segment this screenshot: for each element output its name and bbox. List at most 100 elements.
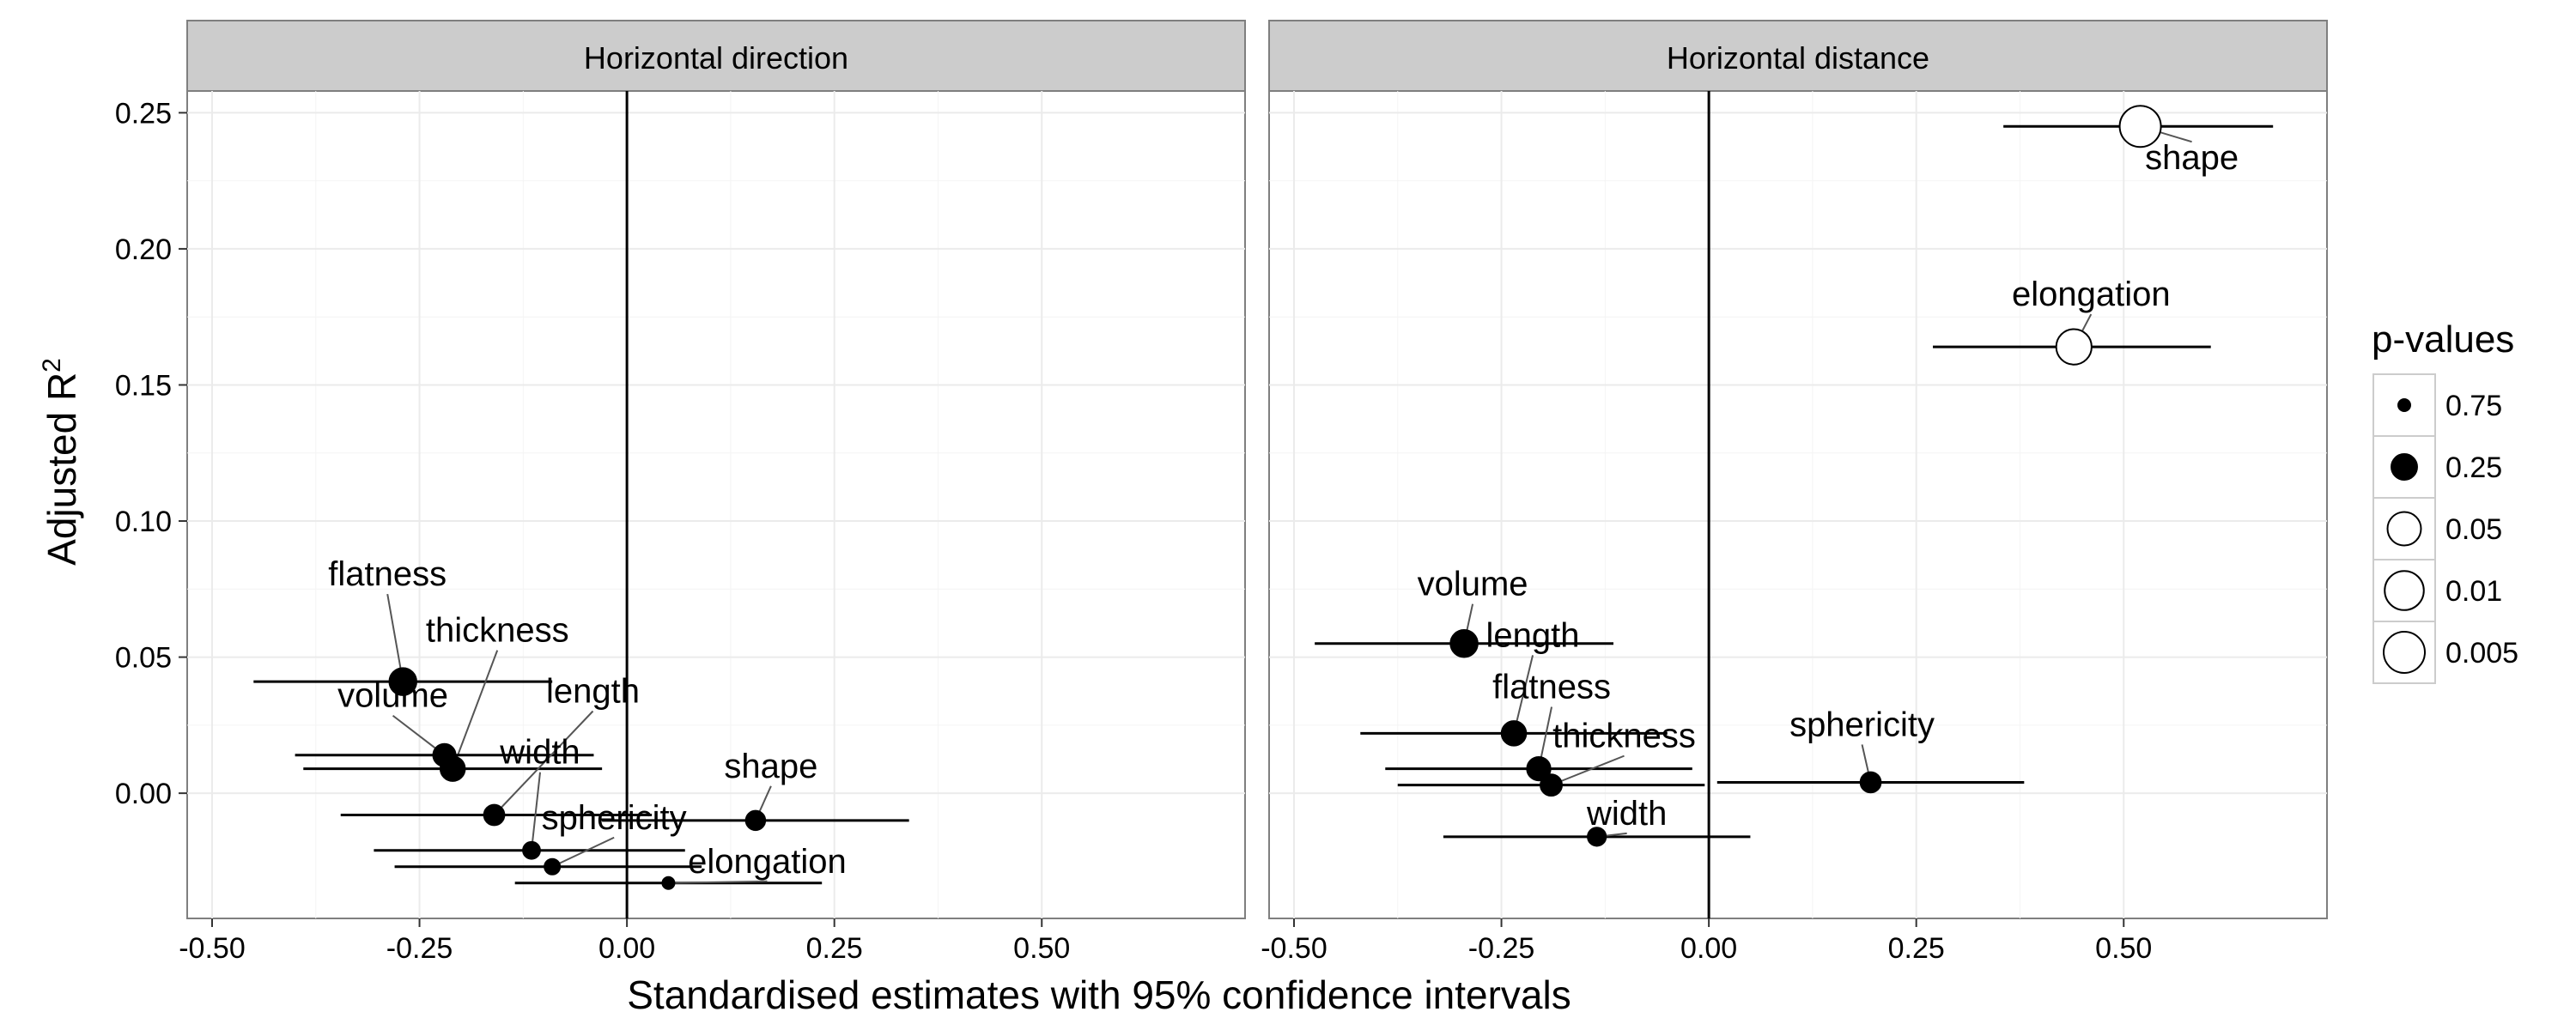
point-label: flatness <box>328 555 447 593</box>
legend-label: 0.25 <box>2445 451 2502 484</box>
point-group-volume: volume <box>295 677 594 767</box>
legend-entry-0-05: 0.05 <box>2372 497 2502 560</box>
y-tick-label: 0.10 <box>115 506 172 538</box>
point-label: width <box>499 734 580 772</box>
point-group-length: length <box>1360 616 1668 747</box>
x-tick-label: 0.00 <box>598 932 655 965</box>
legend-entry-0-01: 0.01 <box>2372 559 2502 622</box>
panel-horizontal-distance: Horizontal distance shape elongation volume… <box>1268 20 2328 919</box>
facet-strip-title: Horizontal distance <box>1667 40 1929 76</box>
estimate-point <box>1500 720 1528 747</box>
legend-label: 0.005 <box>2445 637 2518 670</box>
label-leader-line <box>1513 655 1534 734</box>
y-tick-label: 0.00 <box>115 778 172 810</box>
x-tick-label: -0.50 <box>179 932 246 965</box>
estimate-point <box>2055 328 2093 366</box>
point-group-sphericity: sphericity <box>1716 706 2025 794</box>
point-label: length <box>1486 616 1580 654</box>
facet-strip-title: Horizontal direction <box>584 40 848 76</box>
y-tick-label: 0.05 <box>115 642 172 675</box>
legend-label: 0.75 <box>2445 390 2502 422</box>
point-group-elongation: elongation <box>1933 276 2211 366</box>
point-group-length: length <box>340 673 653 827</box>
point-group-flatness: flatness <box>253 555 553 696</box>
label-leader-line <box>1551 754 1625 786</box>
point-label: volume <box>1418 566 1528 603</box>
facet-strip <box>1268 20 2328 92</box>
point-label: thickness <box>1552 718 1696 755</box>
legend-title: p-values <box>2372 318 2514 360</box>
x-tick-label: 0.50 <box>1013 932 1070 965</box>
facet-panels: Horizontal direction flatness thickness vol… <box>186 20 2328 919</box>
point-label: width <box>1586 795 1667 833</box>
x-axis-title: Standardised estimates with 95% confiden… <box>627 972 1571 1017</box>
point-label: length <box>546 673 640 711</box>
estimate-point <box>1526 755 1552 782</box>
point-label: shape <box>724 748 817 785</box>
point-group-volume: volume <box>1315 566 1614 658</box>
point-group-sphericity: sphericity <box>394 799 702 876</box>
y-tick-label: 0.15 <box>115 369 172 402</box>
point-group-elongation: elongation <box>514 843 847 890</box>
label-leader-line <box>452 650 499 769</box>
point-group-shape: shape <box>602 748 909 832</box>
x-axis: -0.50 -0.25 0.00 0.25 0.50 -0.50 -0.25 0.00 0.25… <box>179 918 2152 965</box>
legend-symbol <box>2383 630 2427 675</box>
y-axis-title-superscript: 2 <box>38 358 66 373</box>
legend-symbol <box>2384 570 2425 611</box>
y-tick-label: 0.25 <box>115 97 172 130</box>
estimate-point <box>388 667 417 696</box>
x-tick-label: -0.25 <box>1468 932 1535 965</box>
legend-symbol <box>2397 398 2411 412</box>
y-axis: 0.00 0.05 0.10 0.15 0.20 0.25 <box>115 97 187 810</box>
point-label: shape <box>2145 139 2239 177</box>
point-group-width: width <box>1443 795 1751 847</box>
panel-horizontal-direction: Horizontal direction flatness thickness vol… <box>186 20 1246 919</box>
legend: p-values 0.75 0.25 0.05 0.01 0.005 <box>2372 318 2518 684</box>
facet-strip <box>186 20 1246 92</box>
legend-entry-0-005: 0.005 <box>2372 621 2518 684</box>
estimate-point <box>1540 773 1563 797</box>
x-tick-label: 0.50 <box>2095 932 2152 965</box>
point-label: elongation <box>2012 276 2171 313</box>
point-group-shape: shape <box>2003 105 2274 177</box>
estimate-point <box>432 742 457 767</box>
legend-symbol <box>2386 511 2422 547</box>
label-leader-line <box>493 710 594 816</box>
estimate-point <box>483 803 506 827</box>
x-tick-label: -0.25 <box>386 932 453 965</box>
point-label: flatness <box>1492 669 1611 706</box>
estimate-point <box>1449 628 1479 658</box>
panel-background <box>1268 90 2328 919</box>
legend-label: 0.05 <box>2445 513 2502 546</box>
label-leader-line <box>668 880 768 884</box>
legend-symbol <box>2391 453 2418 481</box>
y-axis-title-main: Adjusted R <box>39 373 84 566</box>
x-tick-label: 0.25 <box>1888 932 1945 965</box>
label-leader-line <box>386 593 404 682</box>
point-group-thickness: thickness <box>1397 718 1705 797</box>
y-tick-label: 0.20 <box>115 233 172 266</box>
y-axis-title: Adjusted R2 <box>38 358 84 566</box>
estimate-point <box>544 857 562 876</box>
legend-label: 0.01 <box>2445 575 2502 608</box>
x-tick-label: 0.00 <box>1680 932 1737 965</box>
label-leader-line <box>531 772 541 851</box>
legend-entry-0-25: 0.25 <box>2372 435 2502 499</box>
legend-entry-0-75: 0.75 <box>2372 373 2502 437</box>
estimate-point <box>2118 105 2162 148</box>
x-tick-label: 0.25 <box>806 932 863 965</box>
estimate-point <box>522 840 541 860</box>
point-group-width: width <box>374 734 685 860</box>
point-group-flatness: flatness <box>1385 669 1692 782</box>
x-tick-label: -0.50 <box>1261 932 1327 965</box>
point-label: sphericity <box>1789 706 1935 743</box>
point-label: thickness <box>426 612 569 650</box>
point-label: sphericity <box>542 799 687 837</box>
estimate-point <box>744 809 767 832</box>
estimate-point <box>661 876 676 890</box>
point-label: elongation <box>688 843 847 881</box>
point-label: volume <box>337 677 448 715</box>
estimate-point <box>1859 771 1882 794</box>
